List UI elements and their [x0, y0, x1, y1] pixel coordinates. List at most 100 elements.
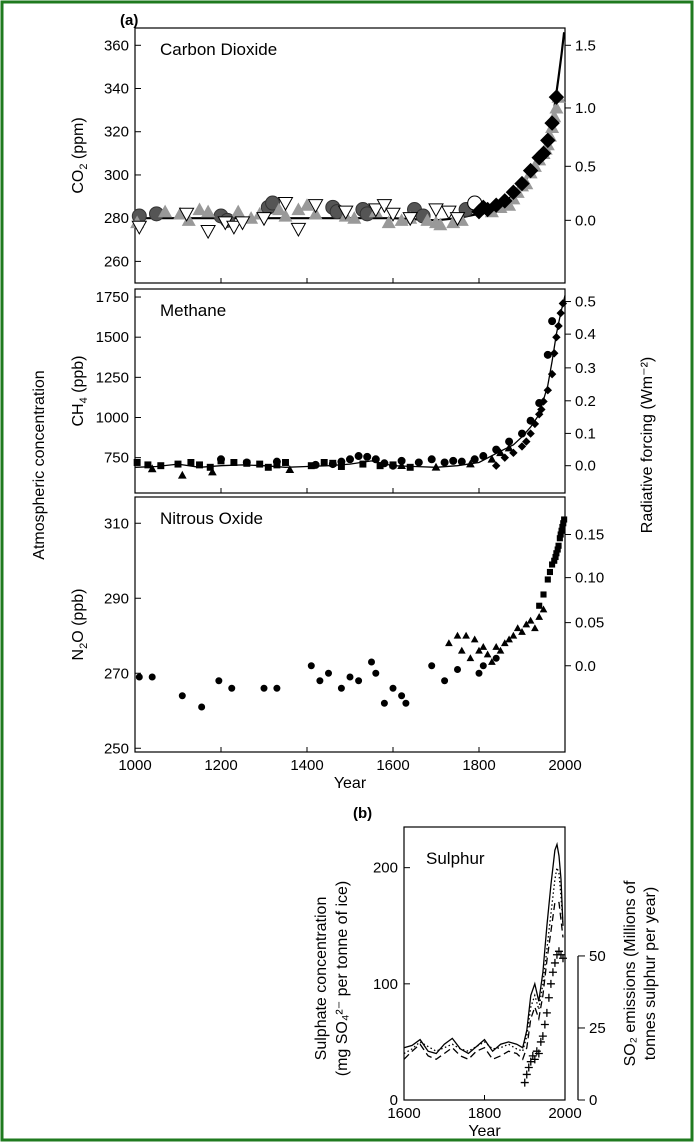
so4-emissions-point: [556, 950, 565, 959]
ch4-point: [217, 455, 225, 464]
ch4-point: [389, 461, 397, 470]
so4-concentration-line-dashed: [403, 901, 564, 1061]
n2o-xtick-label: 1000: [118, 757, 151, 774]
co2-point: [367, 203, 384, 218]
ch4-point: [431, 462, 441, 471]
ch4-panel: 750 1000 1250 1500 1750 0.0 0.1 0.2 0.3 0.4 0.5 Met…: [70, 288, 596, 494]
n2o-point: [479, 642, 488, 650]
so4-xlabel: Year: [468, 1123, 501, 1140]
ch4-plot-area: [134, 288, 566, 494]
n2o-point: [462, 631, 470, 639]
n2o-ytick-label: 250: [104, 740, 129, 757]
ch4-point: [543, 350, 552, 359]
n2o-point: [307, 662, 315, 670]
n2o-point: [428, 662, 436, 670]
co2-point: [522, 162, 539, 179]
so4-emissions-point: [524, 1063, 533, 1072]
n2o-ytick-label: 290: [104, 590, 129, 607]
ch4-ytick-label: 1750: [96, 289, 129, 306]
co2-point: [381, 215, 396, 229]
ch4-point: [397, 461, 406, 469]
ch4-point: [466, 459, 475, 468]
co2-point: [300, 198, 314, 211]
so4-ytick-label: 100: [373, 976, 398, 993]
n2o-point: [544, 576, 551, 583]
n2o-point: [475, 646, 483, 654]
so4-emissions-point: [558, 954, 567, 963]
n2o-y2tick-label: 0.15: [575, 527, 604, 544]
n2o-xtick-label: 1200: [204, 757, 237, 774]
co2-point: [231, 204, 246, 218]
co2-ytick-label: 260: [104, 253, 129, 270]
n2o-point: [488, 657, 496, 665]
n2o-ytick-label: 270: [104, 665, 129, 682]
ch4-point: [406, 463, 414, 471]
ch4-y2tick-label: 0.5: [575, 294, 596, 311]
ch4-point: [518, 429, 526, 438]
co2-title: Carbon Dioxide: [160, 40, 277, 59]
ch4-point: [272, 457, 281, 466]
so4-emissions-point: [528, 1051, 537, 1060]
n2o-point: [228, 684, 236, 692]
co2-point: [433, 217, 448, 231]
n2o-point: [380, 699, 388, 707]
so4-emissions-point: [534, 1049, 543, 1058]
co2-series-4: [471, 89, 565, 220]
co2-point: [385, 207, 401, 222]
so4-emissions-point: [520, 1078, 529, 1087]
so4-emissions-point: [546, 979, 555, 988]
co2-point: [265, 195, 281, 211]
n2o-point: [215, 677, 223, 685]
co2-y2tick-label: 0.5: [575, 158, 596, 175]
ch4-point: [522, 437, 531, 446]
n2o-xtick-label: 1600: [376, 757, 409, 774]
ch4-point: [359, 460, 367, 468]
n2o-point: [372, 669, 380, 677]
n2o-point: [355, 677, 363, 685]
so4-emissions-point: [530, 1055, 539, 1064]
ch4-point: [554, 321, 563, 331]
so4-y2label-line2: tonnes sulphur per year): [642, 887, 659, 1060]
n2o-point: [453, 631, 462, 639]
ch4-point: [371, 455, 380, 464]
ch4-point: [285, 465, 295, 474]
n2o-ytick-label: 310: [104, 515, 129, 532]
ch4-point: [509, 448, 518, 458]
ch4-point: [479, 452, 488, 461]
ch4-ytick-label: 1250: [96, 369, 129, 386]
panel-a-label: (a): [120, 12, 138, 29]
n2o-point: [526, 616, 535, 624]
n2o-point: [509, 631, 518, 639]
n2o-point: [273, 684, 281, 692]
so4-emissions-point: [540, 1020, 549, 1029]
ch4-ytick-label: 1000: [96, 410, 129, 427]
so4-ytick-label: 200: [373, 860, 398, 877]
n2o-point: [513, 624, 522, 632]
co2-series-2: [131, 196, 466, 240]
so4-xtick-label: 1800: [468, 1105, 501, 1122]
n2o-y2tick-label: 0.0: [575, 658, 596, 675]
ch4-point: [539, 397, 548, 406]
ch4-point: [346, 455, 354, 464]
n2o-point: [346, 673, 354, 681]
n2o-point: [522, 620, 531, 628]
co2-ytick-label: 360: [104, 37, 129, 54]
ch4-point: [500, 453, 510, 462]
co2-point: [347, 211, 362, 224]
n2o-point: [540, 591, 547, 598]
so4-y2tick-label: 50: [589, 948, 606, 965]
ch4-series-3: [491, 299, 568, 470]
so4-xtick-label: 2000: [548, 1105, 581, 1122]
so4-emissions-point: [554, 947, 563, 956]
so4-emissions-point: [538, 1032, 547, 1041]
n2o-point: [539, 605, 548, 613]
co2-point: [178, 207, 195, 222]
co2-y2tick-label: 1.0: [575, 100, 596, 117]
co2-point: [497, 193, 513, 209]
ch4-point: [256, 460, 264, 468]
ch4-point: [548, 317, 557, 326]
ch4-point: [187, 459, 195, 466]
ch4-point: [363, 452, 372, 461]
ch4-point: [320, 459, 328, 466]
